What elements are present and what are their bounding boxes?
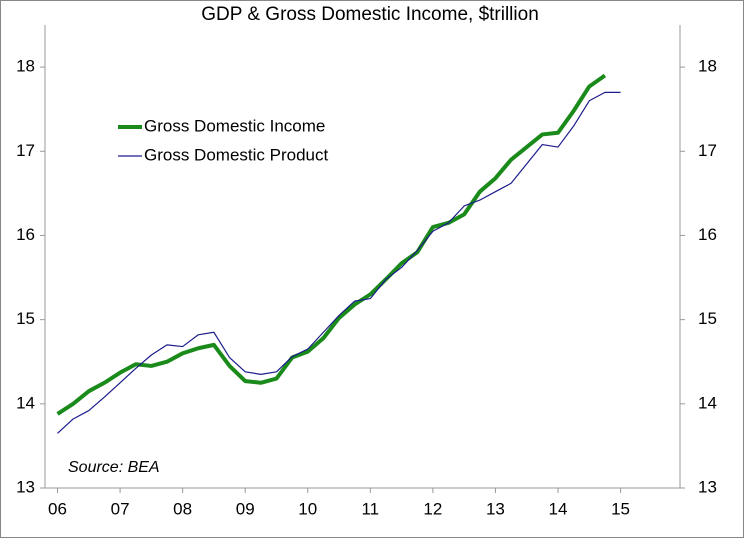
x-tick-label: 09: [236, 499, 255, 518]
series-line: [57, 91, 621, 434]
y2-tick-label: 15: [698, 309, 717, 328]
series-line: [56, 73, 607, 416]
y-tick-label: 13: [16, 477, 35, 496]
x-tick-label: 06: [48, 499, 67, 518]
x-tick-label: 14: [549, 499, 568, 518]
source-note: Source: BEA: [68, 459, 160, 476]
y2-tick-label: 18: [698, 57, 717, 76]
chart-title: GDP & Gross Domestic Income, $trillion: [201, 4, 539, 25]
x-tick-label: 13: [486, 499, 505, 518]
x-tick-label: 08: [173, 499, 192, 518]
y2-tick-label: 16: [698, 225, 717, 244]
y2-tick-label: 13: [698, 477, 717, 496]
y-tick-label: 18: [16, 57, 35, 76]
x-tick-label: 07: [111, 499, 130, 518]
legend-label: Gross Domestic Product: [144, 145, 328, 164]
y2-tick-label: 14: [698, 393, 717, 412]
y-tick-label: 16: [16, 225, 35, 244]
legend-label: Gross Domestic Income: [144, 116, 325, 135]
x-tick-label: 15: [611, 499, 630, 518]
y2-tick-label: 17: [698, 141, 717, 160]
x-tick-label: 12: [423, 499, 442, 518]
x-tick-label: 11: [361, 499, 379, 518]
x-tick-label: 10: [298, 499, 317, 518]
y-tick-label: 15: [16, 309, 35, 328]
y-tick-label: 14: [16, 393, 35, 412]
y-tick-label: 17: [16, 141, 35, 160]
